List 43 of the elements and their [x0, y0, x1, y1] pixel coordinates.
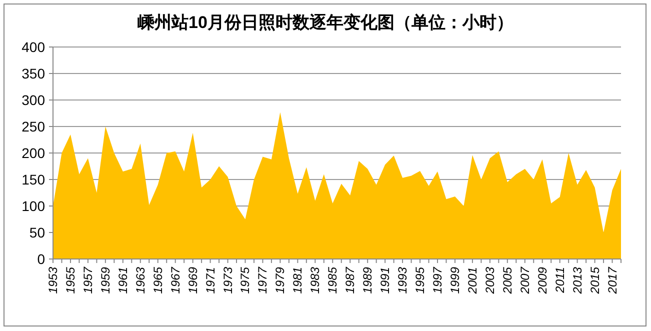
x-tick-label: 2005: [500, 266, 514, 295]
x-tick-label: 1961: [116, 267, 130, 294]
x-tick-label: 1975: [238, 266, 252, 294]
x-tick-label: 1989: [360, 266, 375, 294]
y-tick-label: 350: [22, 66, 46, 82]
x-tick-label: 1999: [448, 266, 462, 294]
y-tick-label: 200: [22, 145, 46, 161]
x-tick-label: 1977: [256, 266, 270, 294]
chart-title: 嵊州站10月份日照时数逐年变化图（单位：小时）: [138, 13, 514, 32]
y-tick-label: 400: [22, 39, 46, 55]
x-tick-label: 1957: [80, 266, 95, 294]
x-tick-label: 1967: [168, 266, 182, 294]
x-tick-label: 2009: [535, 266, 550, 295]
x-tick-label: 1965: [150, 266, 165, 294]
x-tick-label: 1953: [46, 266, 60, 294]
y-tick-label: 250: [22, 118, 46, 134]
x-tick-label: 1963: [133, 266, 148, 294]
x-tick-label: 1959: [98, 266, 112, 294]
y-tick-label: 100: [22, 198, 46, 214]
x-tick-label: 1981: [290, 267, 305, 294]
x-tick-label: 1987: [343, 266, 358, 294]
y-tick-label: 50: [29, 224, 46, 240]
x-tick-label: 1997: [430, 266, 444, 294]
x-tick-label: 2003: [482, 266, 497, 295]
x-tick-label: 1991: [378, 267, 392, 294]
x-tick-label: 2013: [570, 266, 584, 295]
x-tick-label: 1955: [63, 266, 78, 294]
y-tick-label: 150: [22, 172, 46, 188]
x-tick-label: 1983: [308, 266, 322, 294]
x-tick-label: 1969: [186, 266, 200, 294]
x-tick-label: 1973: [220, 266, 235, 294]
x-tick-label: 1995: [413, 266, 428, 294]
x-tick-label: 1979: [273, 266, 288, 294]
x-tick-label: 1985: [326, 266, 340, 294]
x-tick-label: 1993: [396, 266, 410, 294]
x-tick-label: 2017: [605, 266, 620, 295]
y-tick-label: 0: [37, 251, 46, 267]
y-tick-label: 300: [22, 92, 46, 108]
x-tick-label: 2011: [552, 267, 567, 294]
x-tick-label: 2007: [518, 266, 532, 295]
x-tick-label: 2001: [465, 267, 480, 295]
x-tick-label: 1971: [203, 267, 218, 294]
x-tick-label: 2015: [588, 266, 602, 295]
